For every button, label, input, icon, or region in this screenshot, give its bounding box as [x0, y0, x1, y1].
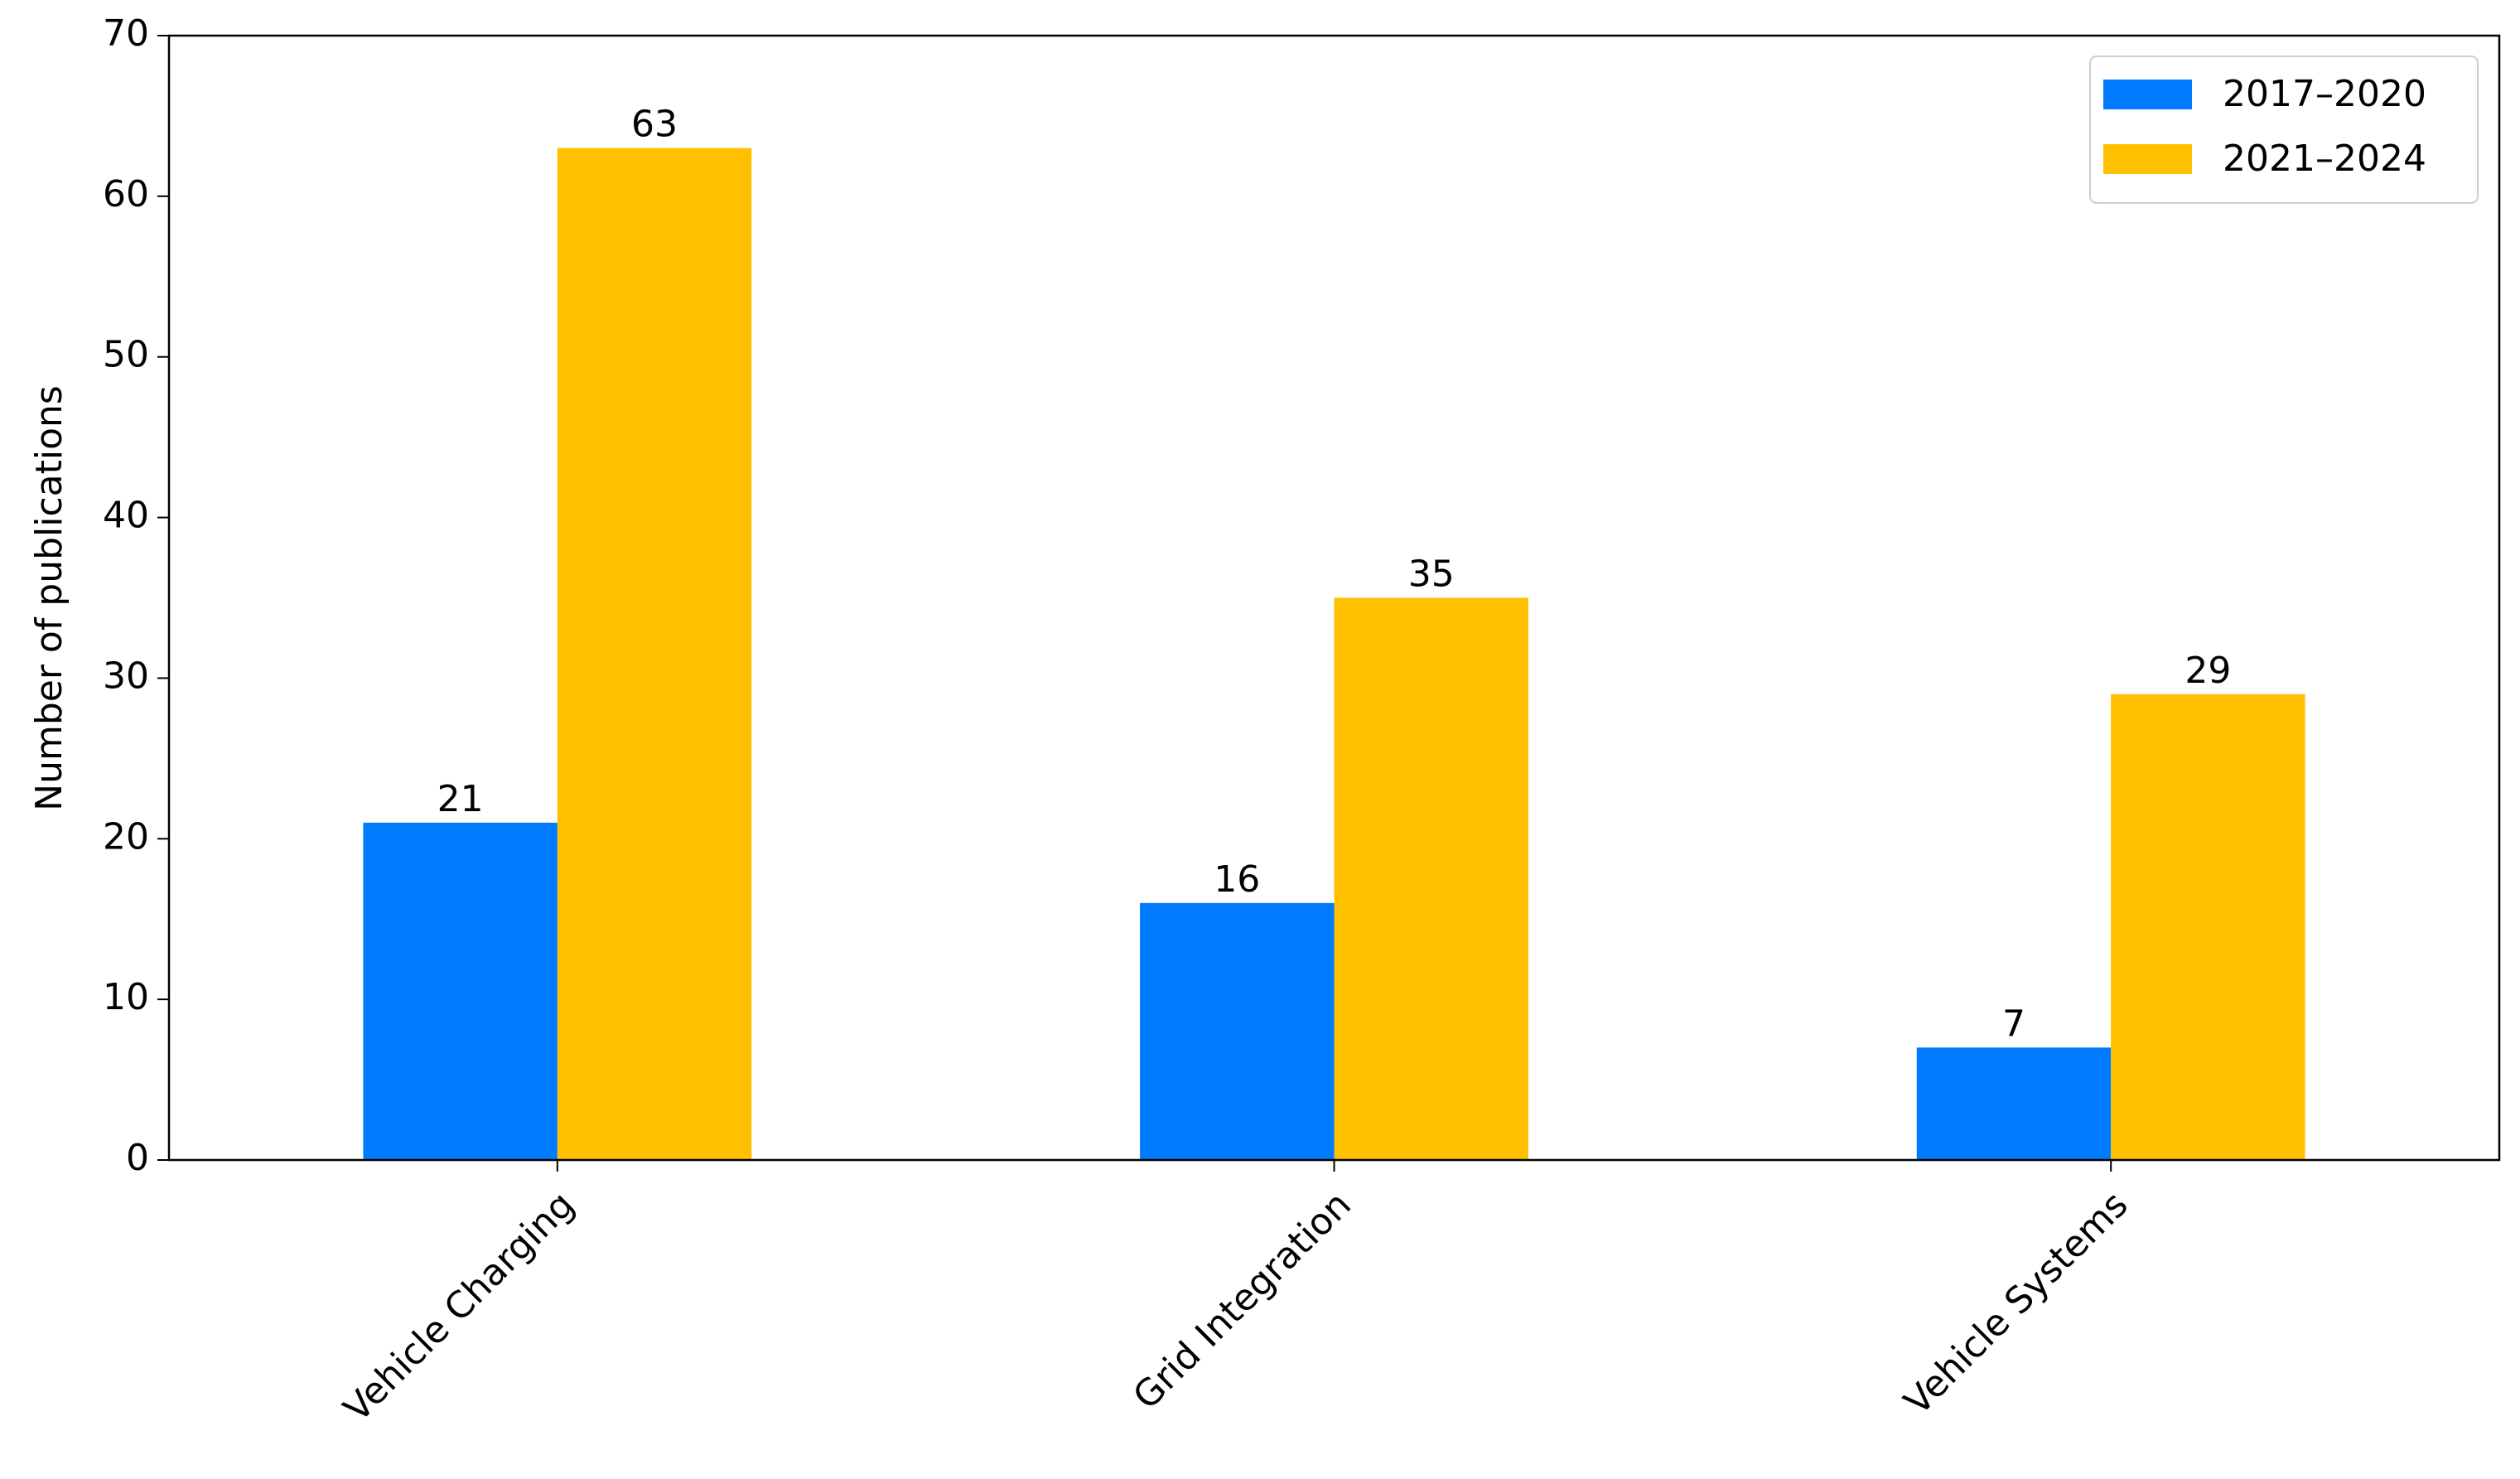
- plot-frame: [167, 34, 2501, 1162]
- y-tick-label: 30: [103, 655, 149, 697]
- value-label: 7: [2002, 1003, 2025, 1045]
- bar: [1140, 902, 1335, 1160]
- legend-label: 2017–2020: [2223, 73, 2426, 115]
- value-label: 63: [631, 104, 678, 146]
- value-label: 29: [2184, 650, 2231, 692]
- legend-label: 2021–2024: [2223, 138, 2426, 180]
- bar: [363, 822, 558, 1160]
- value-label: 16: [1214, 858, 1260, 901]
- value-label: 21: [437, 778, 484, 820]
- bar: [1334, 597, 1528, 1160]
- bar: [1916, 1047, 2112, 1160]
- bar: [557, 147, 752, 1161]
- y-tick-label: 60: [103, 173, 149, 215]
- y-tick-label: 0: [126, 1137, 149, 1179]
- bar: [2111, 694, 2305, 1160]
- y-axis-label: Number of publications: [28, 385, 70, 811]
- y-tick-label: 10: [103, 976, 149, 1018]
- y-tick-label: 20: [103, 815, 149, 858]
- y-tick-label: 50: [103, 334, 149, 376]
- legend-swatch: [2103, 144, 2192, 174]
- y-tick-label: 40: [103, 495, 149, 537]
- legend-swatch: [2103, 80, 2192, 109]
- value-label: 35: [1408, 553, 1455, 596]
- y-tick-label: 70: [103, 12, 149, 55]
